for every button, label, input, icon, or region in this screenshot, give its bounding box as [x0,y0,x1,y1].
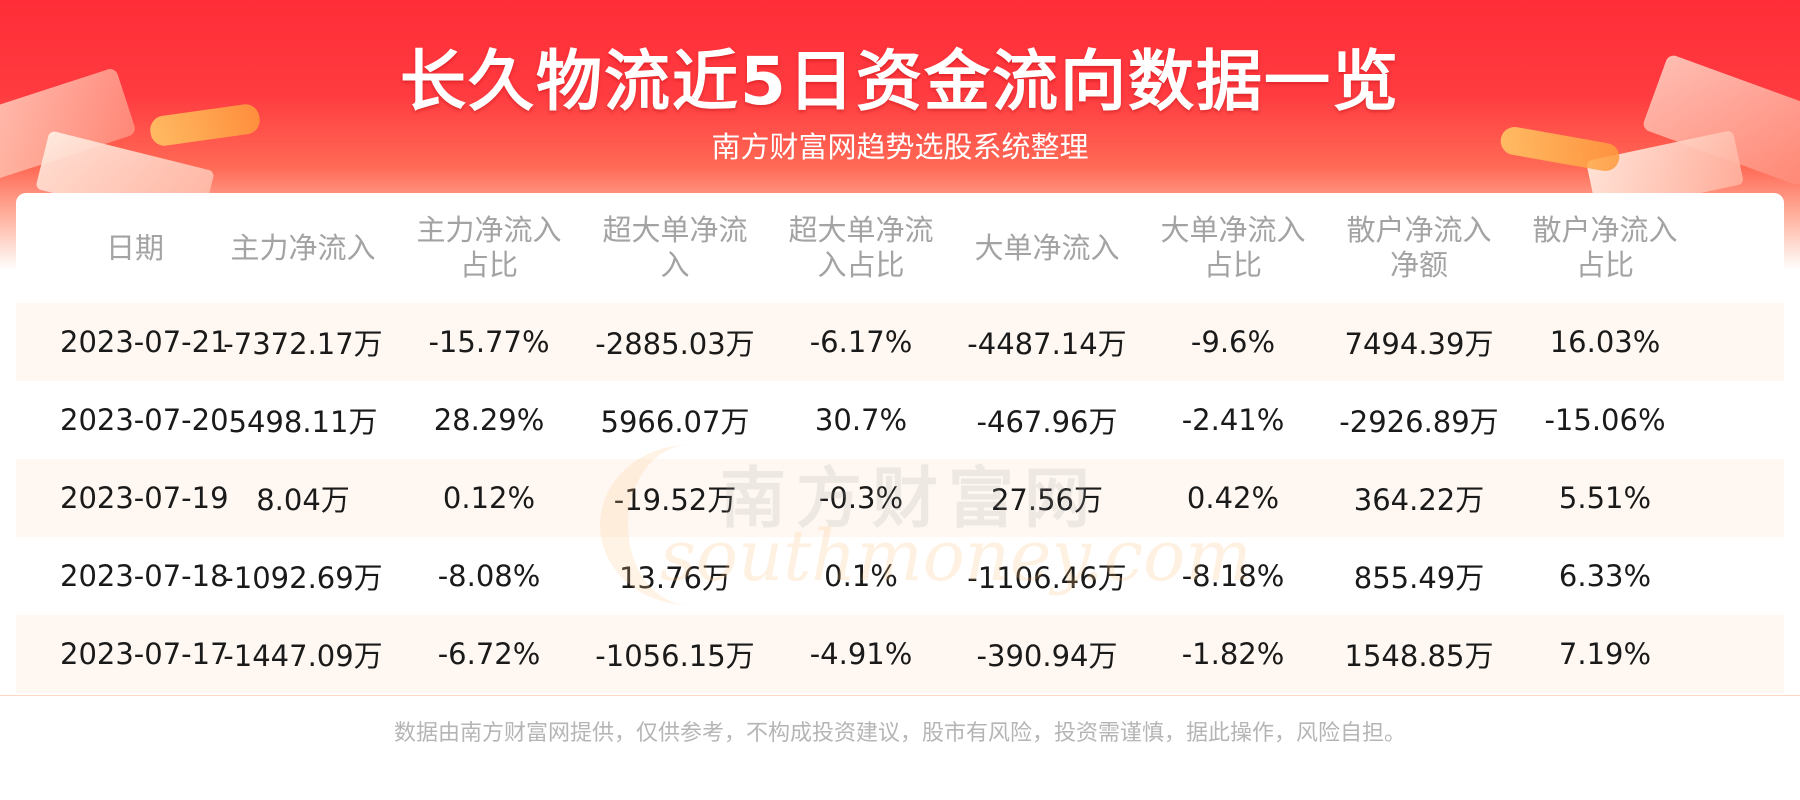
value-cell: -8.18% [1181,559,1285,593]
value-cell: 16.03% [1549,325,1661,359]
value-cell: -1106.46万 [967,561,1127,595]
column-header: 超大单净流 入 [602,213,748,282]
value-cell: -467.96万 [976,405,1118,439]
date-cell: 2023-07-17 [60,637,229,671]
value-cell: -2.41% [1181,403,1285,437]
value-cell: 30.7% [814,403,908,437]
value-cell: 364.22万 [1353,483,1485,517]
value-cell: 0.12% [442,481,536,515]
value-cell: -1056.15万 [595,639,755,673]
column-header: 散户净流入 占比 [1532,213,1678,282]
value-cell: -0.3% [818,481,904,515]
footer-disclaimer: 数据由南方财富网提供，仅供参考，不构成投资建议，股市有风险，投资需谨慎，据此操作… [393,721,1406,746]
value-cell: 8.04万 [256,483,350,517]
date-cell: 2023-07-20 [60,403,229,437]
table-row: 2023-07-19 8.04万 0.12% -19.52万 -0.3% 27.56万 0.… [16,459,1784,537]
value-cell: -1447.09万 [223,639,383,673]
value-cell: -15.06% [1544,403,1666,437]
date-cell: 2023-07-18 [60,559,229,593]
value-cell: 5966.07万 [600,405,750,439]
value-cell: 7.19% [1558,637,1652,671]
table-row: 2023-07-18 -1092.69万 -8.08% 13.76万 0.1% -1106… [16,537,1784,615]
value-cell: 0.42% [1186,481,1280,515]
value-cell: -6.17% [809,325,913,359]
value-cell: -8.08% [437,559,541,593]
column-header: 大单净流入 占比 [1160,213,1306,282]
value-cell: 855.49万 [1353,561,1485,595]
value-cell: 28.29% [433,403,545,437]
value-cell: -2885.03万 [595,327,755,361]
value-cell: -4487.14万 [967,327,1127,361]
date-cell: 2023-07-21 [60,325,229,359]
table-row: 2023-07-17 -1447.09万 -6.72% -1056.15万 -4.91%… [16,615,1784,693]
data-table: 日期 主力净流入 主力净流入 占比 超大单净流 入 超大单净流 入占比 大单净流… [16,193,1784,693]
page-subtitle: 南方财富网趋势选股系统整理 [711,130,1089,164]
value-cell: -1092.69万 [223,561,383,595]
column-header: 超大单净流 入占比 [788,213,934,282]
value-cell: -7372.17万 [223,327,383,361]
value-cell: 7494.39万 [1344,327,1494,361]
value-cell: -15.77% [428,325,550,359]
value-cell: -2926.89万 [1339,405,1499,439]
divider [0,695,1800,696]
value-cell: 0.1% [824,559,898,593]
value-cell: -6.72% [437,637,541,671]
column-header: 散户净流入 净额 [1346,213,1492,282]
column-header: 大单净流入 [974,230,1120,265]
page-title: 长久物流近5日资金流向数据一览 [400,43,1400,120]
value-cell: 13.76万 [618,561,732,595]
column-header: 主力净流入 占比 [416,213,562,282]
value-cell: 6.33% [1558,559,1652,593]
column-header: 主力净流入 [230,230,376,265]
value-cell: 1548.85万 [1344,639,1494,673]
table-header: 日期 主力净流入 主力净流入 占比 超大单净流 入 超大单净流 入占比 大单净流… [16,193,1784,303]
value-cell: 5.51% [1558,481,1652,515]
column-header: 日期 [105,230,164,265]
table-row: 2023-07-20 5498.11万 28.29% 5966.07万 30.7% -46… [16,381,1784,459]
value-cell: 5498.11万 [228,405,378,439]
value-cell: -9.6% [1190,325,1276,359]
value-cell: -390.94万 [976,639,1118,673]
date-cell: 2023-07-19 [60,481,229,515]
value-cell: 27.56万 [990,483,1104,517]
value-cell: -1.82% [1181,637,1285,671]
value-cell: -19.52万 [613,483,737,517]
value-cell: -4.91% [809,637,913,671]
table-row: 2023-07-21 -7372.17万 -15.77% -2885.03万 -6.17… [16,303,1784,381]
